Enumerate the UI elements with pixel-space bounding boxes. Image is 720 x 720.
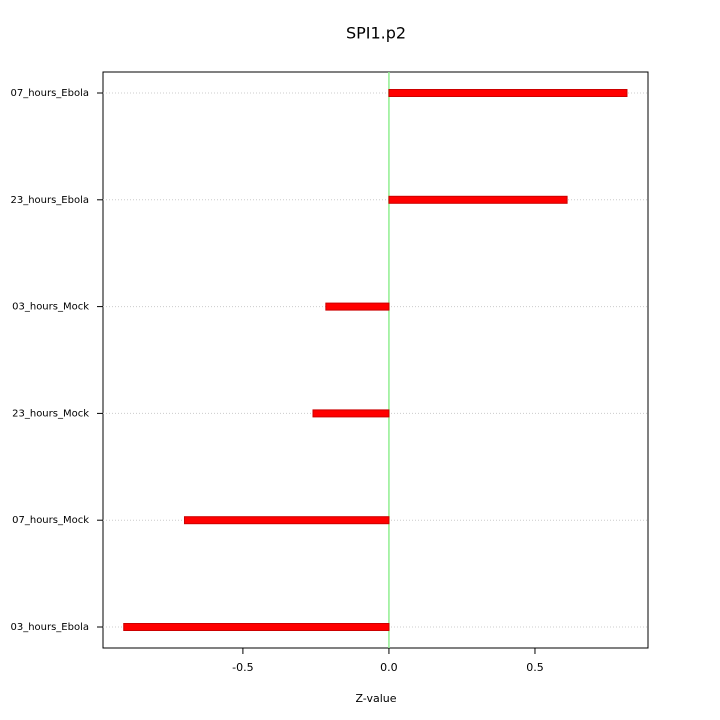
bar (123, 623, 390, 631)
x-tick-label: 0.0 (380, 661, 398, 674)
y-tick-label: 07_hours_Mock (12, 515, 89, 526)
bar (312, 409, 390, 418)
bar (325, 302, 390, 311)
y-tick-label: 23_hours_Ebola (10, 195, 89, 206)
y-tick-label: 23_hours_Mock (12, 408, 89, 419)
chart-title: SPI1.p2 (346, 24, 406, 43)
plot-frame (102, 71, 649, 649)
bar (388, 89, 628, 97)
x-tick-label: 0.5 (526, 661, 544, 674)
x-tick-label: -0.5 (232, 661, 253, 674)
x-axis-label: Z-value (355, 692, 396, 705)
bar (183, 516, 390, 525)
y-tick-label: 03_hours_Ebola (10, 622, 89, 633)
y-tick-label: 07_hours_Ebola (10, 88, 89, 99)
bar (388, 195, 568, 204)
y-tick-label: 03_hours_Mock (12, 302, 89, 313)
